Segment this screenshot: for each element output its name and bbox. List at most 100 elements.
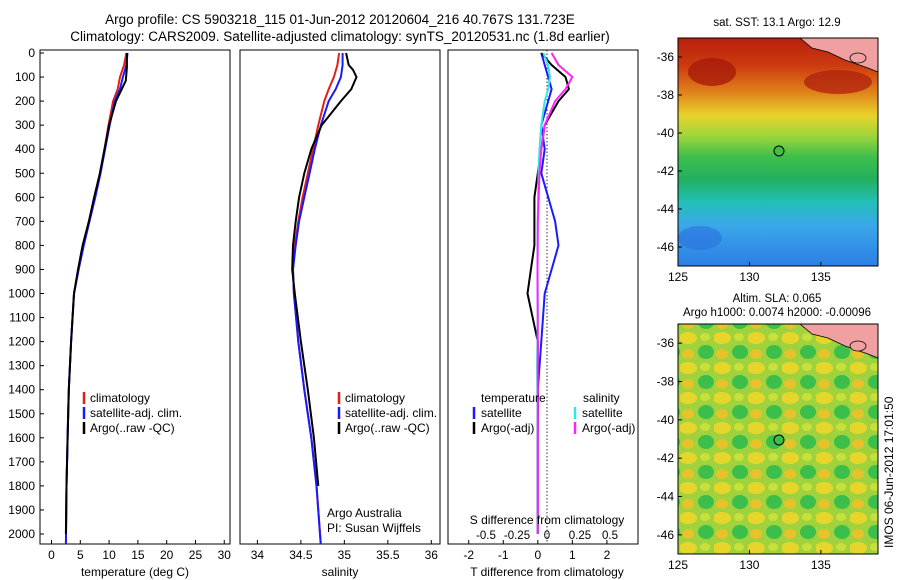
- temperature-ticks: 0 5 10 15 20 25 30: [48, 540, 231, 562]
- salinity-ticks: 34 34.5 35 35.5 36: [251, 540, 439, 562]
- x-tick-label: 34: [251, 548, 265, 562]
- difference-panel: -2 -1 0 1 2 S difference from climatology -0…: [447, 49, 639, 579]
- x-tick-label: 1: [569, 548, 576, 562]
- y-tick-label: 300: [15, 118, 35, 132]
- legend-label-argo: Argo(..raw -QC): [345, 421, 430, 435]
- s-difference-title: S difference from climatology: [470, 513, 625, 527]
- legend-label-satellite: satellite-adj. clim.: [345, 406, 437, 420]
- map-x-tick-label: 130: [739, 558, 759, 572]
- map-y-tick-label: -38: [657, 88, 675, 102]
- salinity-legend: climatology satellite-adj. clim. Argo(..…: [337, 391, 437, 435]
- legend-label-climatology: climatology: [345, 391, 405, 405]
- x-tick-label: 35: [338, 548, 352, 562]
- sla-map-title-2: Argo h1000: 0.0074 h2000: -0.00096: [683, 307, 871, 319]
- map-x-tick-label: 135: [811, 270, 831, 284]
- temperature-panel: 0100200300400500600700800900100011001200…: [8, 46, 231, 579]
- y-tick-label: 600: [15, 190, 35, 204]
- sla-argo-marker: [773, 434, 785, 446]
- y-tick-label: 1500: [8, 407, 35, 421]
- series-line-satellite-adj-clim-: [292, 53, 344, 544]
- difference-xlabel: T difference from climatology: [470, 565, 624, 579]
- difference-series: [526, 52, 574, 534]
- sst-map-frame: [677, 37, 879, 267]
- map-y-tick-label: -40: [657, 413, 675, 427]
- map-x-tick-label: 125: [668, 270, 688, 284]
- s-tick-5: 0.5: [602, 530, 618, 542]
- map-y-tick-label: -44: [657, 490, 675, 504]
- x-tick-label: 5: [77, 548, 84, 562]
- salinity-axes-frame: [239, 49, 441, 545]
- legend-label-s-argo: Argo(-adj): [582, 421, 635, 435]
- y-tick-label: 1900: [8, 503, 35, 517]
- legend-title-salinity: salinity: [583, 391, 620, 405]
- y-tick-label: 1700: [8, 455, 35, 469]
- sst-warm-blob: [688, 58, 736, 86]
- t-difference-ticks: -2 -1 0 1 2: [463, 540, 611, 562]
- map-y-tick-label: -38: [657, 375, 675, 389]
- annotation-argo-australia: Argo Australia: [327, 506, 402, 520]
- x-tick-label: 35.5: [376, 548, 400, 562]
- map-y-tick-label: -36: [657, 50, 675, 64]
- y-tick-label: 2000: [8, 527, 35, 541]
- y-tick-label: 1800: [8, 479, 35, 493]
- map-y-tick-label: -40: [657, 126, 675, 140]
- difference-axes-frame: [447, 49, 639, 545]
- x-tick-label: -2: [463, 548, 474, 562]
- x-tick-label: -1: [498, 548, 509, 562]
- map-x-tick-label: 135: [811, 558, 831, 572]
- difference-legend: temperature satellite Argo(-adj) salinit…: [472, 391, 635, 435]
- y-tick-label: 1200: [8, 335, 35, 349]
- side-timestamp-label: IMOS 06-Jun-2012 17:01:50: [882, 396, 896, 548]
- y-tick-label: 500: [15, 166, 35, 180]
- legend-label-t-argo: Argo(-adj): [481, 421, 534, 435]
- annotation-pi: PI: Susan Wijffels: [327, 521, 421, 535]
- x-tick-label: 25: [189, 548, 203, 562]
- map-y-tick-label: -46: [657, 240, 675, 254]
- sst-island: [849, 52, 867, 64]
- map-y-tick-label: -46: [657, 528, 675, 542]
- map-y-tick-label: -44: [657, 202, 675, 216]
- sst-map-title: sat. SST: 13.1 Argo: 12.9: [713, 17, 840, 29]
- series-line-argo-raw-qc-: [64, 53, 128, 535]
- temperature-xlabel: temperature (deg C): [81, 565, 189, 579]
- map-y-tick-label: -36: [657, 336, 675, 350]
- y-tick-label: 1400: [8, 383, 35, 397]
- map-x-tick-label: 125: [668, 558, 688, 572]
- map-x-tick-label: 130: [739, 270, 759, 284]
- salinity-panel: 34 34.5 35 35.5 36 salinity climatology sate…: [239, 49, 441, 579]
- legend-label-satellite: satellite-adj. clim.: [90, 406, 182, 420]
- legend-title-temperature: temperature: [481, 391, 546, 405]
- x-tick-label: 2: [604, 548, 611, 562]
- sst-map-panel: sat. SST: 13.1 Argo: 12.9 125 130 135 -36 -3…: [657, 17, 879, 284]
- sla-island: [849, 340, 867, 352]
- x-tick-label: 0: [48, 548, 55, 562]
- x-tick-label: 0: [534, 548, 541, 562]
- y-tick-label: 200: [15, 94, 35, 108]
- y-tick-label: 100: [15, 70, 35, 84]
- depth-ticks: 0 100 200 300 400 500 600 700 800 900 1000 1100 1200…: [8, 46, 44, 541]
- map-y-tick-label: -42: [657, 451, 675, 465]
- s-tick-4: 0.25: [569, 530, 591, 542]
- y-tick-label: 0: [28, 46, 35, 60]
- series-line-temperature-argo-adj-: [526, 52, 570, 534]
- series-line-argo-raw-qc-: [291, 52, 358, 486]
- sla-map-ticks: 125 130 135 -36 -38 -40 -42 -44 -46: [657, 336, 832, 572]
- sst-map-ticks: 125 130 135 -36 -38 -40 -42 -44 -46: [657, 50, 832, 284]
- header-line1: Argo profile: CS 5903218_115 01-Jun-2012…: [105, 12, 575, 27]
- y-tick-label: 400: [15, 142, 35, 156]
- x-tick-label: 30: [218, 548, 232, 562]
- sst-cool-blob: [678, 226, 722, 250]
- y-tick-label: 1300: [8, 359, 35, 373]
- sla-map-title-1: Altim. SLA: 0.065: [733, 293, 822, 305]
- salinity-series: [291, 52, 358, 544]
- x-tick-label: 36: [425, 548, 439, 562]
- sst-warm-blob: [804, 70, 872, 94]
- legend-label-argo: Argo(..raw -QC): [90, 421, 175, 435]
- y-tick-label: 1100: [9, 311, 35, 325]
- sla-map-frame: [677, 323, 879, 555]
- x-tick-label: 20: [160, 548, 174, 562]
- y-tick-label: 700: [15, 214, 35, 228]
- temperature-legend: climatology satellite-adj. clim. Argo(..…: [82, 391, 182, 435]
- y-tick-label: 800: [15, 238, 35, 252]
